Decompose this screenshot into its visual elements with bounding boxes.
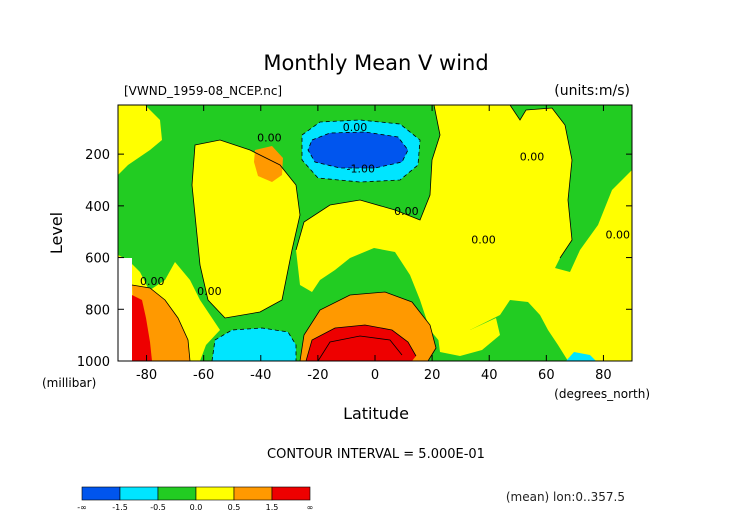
contour-field <box>118 105 632 361</box>
negative-region-blue-upper <box>308 132 408 168</box>
y-tick-label: 200 <box>85 148 110 163</box>
x-tick-label: -60 <box>193 368 214 383</box>
x-tick-label: -40 <box>250 368 271 383</box>
colorbar-label: 0.0 <box>190 503 203 512</box>
negative-region-cyan-lower <box>212 328 296 361</box>
positive-region-south <box>192 140 300 318</box>
positive-region-orange-south-upper <box>254 146 283 182</box>
x-tick-label: -20 <box>307 368 328 383</box>
colorbar-label: -0.5 <box>150 503 166 512</box>
contour-label: 0.00 <box>605 228 630 241</box>
y-tick-label: 1000 <box>77 355 110 370</box>
contour-label: 0.00 <box>520 151 545 164</box>
y-axis: 200 400 600 800 1000 <box>77 148 632 370</box>
colorbar-label: -1.5 <box>112 503 128 512</box>
y-axis-unit: (millibar) <box>42 376 96 390</box>
colorbar-swatch <box>119 486 159 501</box>
contour-labels: 0.00 0.00 -1.00 0.00 0.00 0.00 0.00 0.00 0.00 <box>140 121 630 298</box>
colorbar-swatch <box>81 486 121 501</box>
x-tick-label: 40 <box>481 368 498 383</box>
x-tick-label: 60 <box>538 368 555 383</box>
colorbar-swatch <box>271 486 311 501</box>
contour-interval: CONTOUR INTERVAL = 5.000E-01 <box>267 447 485 462</box>
positive-region-lower-mid <box>436 318 500 356</box>
footer-text: (mean) lon:0..357.5 <box>506 490 625 504</box>
contour-label: 0.00 <box>343 121 368 134</box>
y-axis-title: Level <box>47 212 66 254</box>
x-tick-label: -80 <box>136 368 157 383</box>
colorbar-swatch <box>195 486 235 501</box>
colorbar: -∞ -1.5 -0.5 0.0 0.5 1.5 ∞ <box>77 486 314 512</box>
colorbar-label: 1.5 <box>266 503 279 512</box>
positive-region-red-equator <box>306 325 416 361</box>
negative-region-cyan-north <box>566 352 596 361</box>
units-label: (units:m/s) <box>554 83 630 99</box>
x-axis-title: Latitude <box>343 404 409 423</box>
dataset-label: [VWND_1959-08_NCEP.nc] <box>124 84 282 98</box>
x-tick-label: 80 <box>595 368 612 383</box>
colorbar-label: 0.5 <box>228 503 241 512</box>
chart-title: Monthly Mean V wind <box>263 51 488 75</box>
contour-label: 0.00 <box>471 233 496 246</box>
x-axis-unit: (degrees_north) <box>554 387 650 401</box>
x-tick-label: 20 <box>424 368 441 383</box>
positive-region-red-southwest <box>132 295 152 361</box>
x-axis: -80 -60 -40 -20 0 20 40 60 80 <box>136 105 612 383</box>
positive-region-pole <box>118 105 162 175</box>
x-tick-label: 0 <box>371 368 379 383</box>
contour-label: 0.00 <box>394 205 419 218</box>
colorbar-swatch <box>157 486 197 501</box>
contour-label: 0.00 <box>140 275 165 288</box>
colorbar-label: -∞ <box>77 503 87 512</box>
colorbar-swatch <box>233 486 273 501</box>
y-tick-label: 800 <box>85 303 110 318</box>
contour-label: -1.00 <box>346 162 374 175</box>
y-tick-label: 400 <box>85 200 110 215</box>
positive-region-north-upper <box>296 105 632 361</box>
colorbar-label: ∞ <box>307 503 314 512</box>
contour-label: 0.00 <box>257 131 282 144</box>
y-tick-label: 600 <box>85 252 110 267</box>
missing-data-region <box>118 258 132 361</box>
contour-label: 0.00 <box>197 285 222 298</box>
